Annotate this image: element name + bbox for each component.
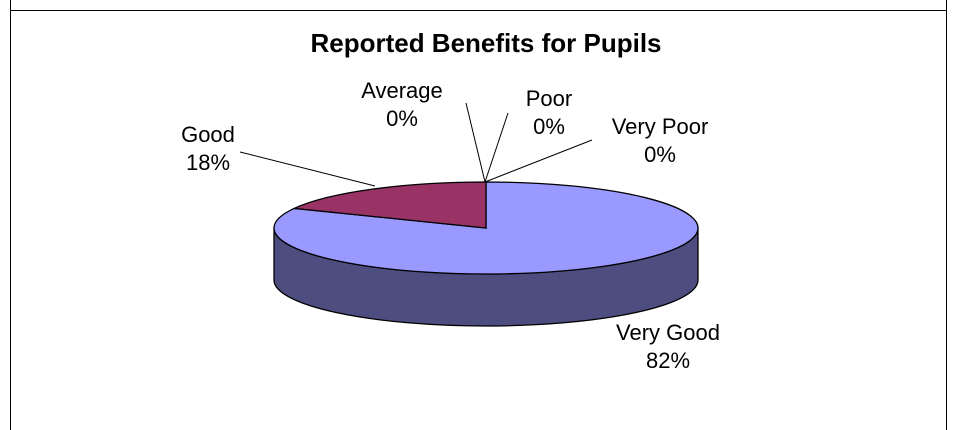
slice-percent-good: 18%	[186, 150, 230, 175]
slice-percent-poor: 0%	[533, 114, 565, 139]
chart-title: Reported Benefits for Pupils	[310, 28, 661, 58]
leader-line-average	[465, 102, 486, 183]
slice-percent-very-good: 82%	[646, 348, 690, 373]
leader-line-poor	[484, 112, 509, 183]
slice-label-very-good: Very Good	[616, 320, 720, 345]
slice-label-average: Average	[361, 78, 443, 103]
chart-frame	[10, 0, 947, 430]
leader-line-good	[239, 151, 376, 187]
pie-slice-good	[291, 181, 487, 229]
pie-layer	[273, 181, 699, 327]
label-layer: Very Good 82% Good 18% Average 0% Poor 0% Very P…	[181, 78, 720, 373]
slice-percent-very-poor: 0%	[644, 142, 676, 167]
slice-label-poor: Poor	[526, 86, 572, 111]
pie-slice-very-good	[273, 181, 699, 275]
slice-percent-average: 0%	[386, 106, 418, 131]
slice-label-good: Good	[181, 122, 235, 147]
slice-label-very-poor: Very Poor	[612, 114, 709, 139]
leader-line-very-poor	[484, 139, 593, 183]
